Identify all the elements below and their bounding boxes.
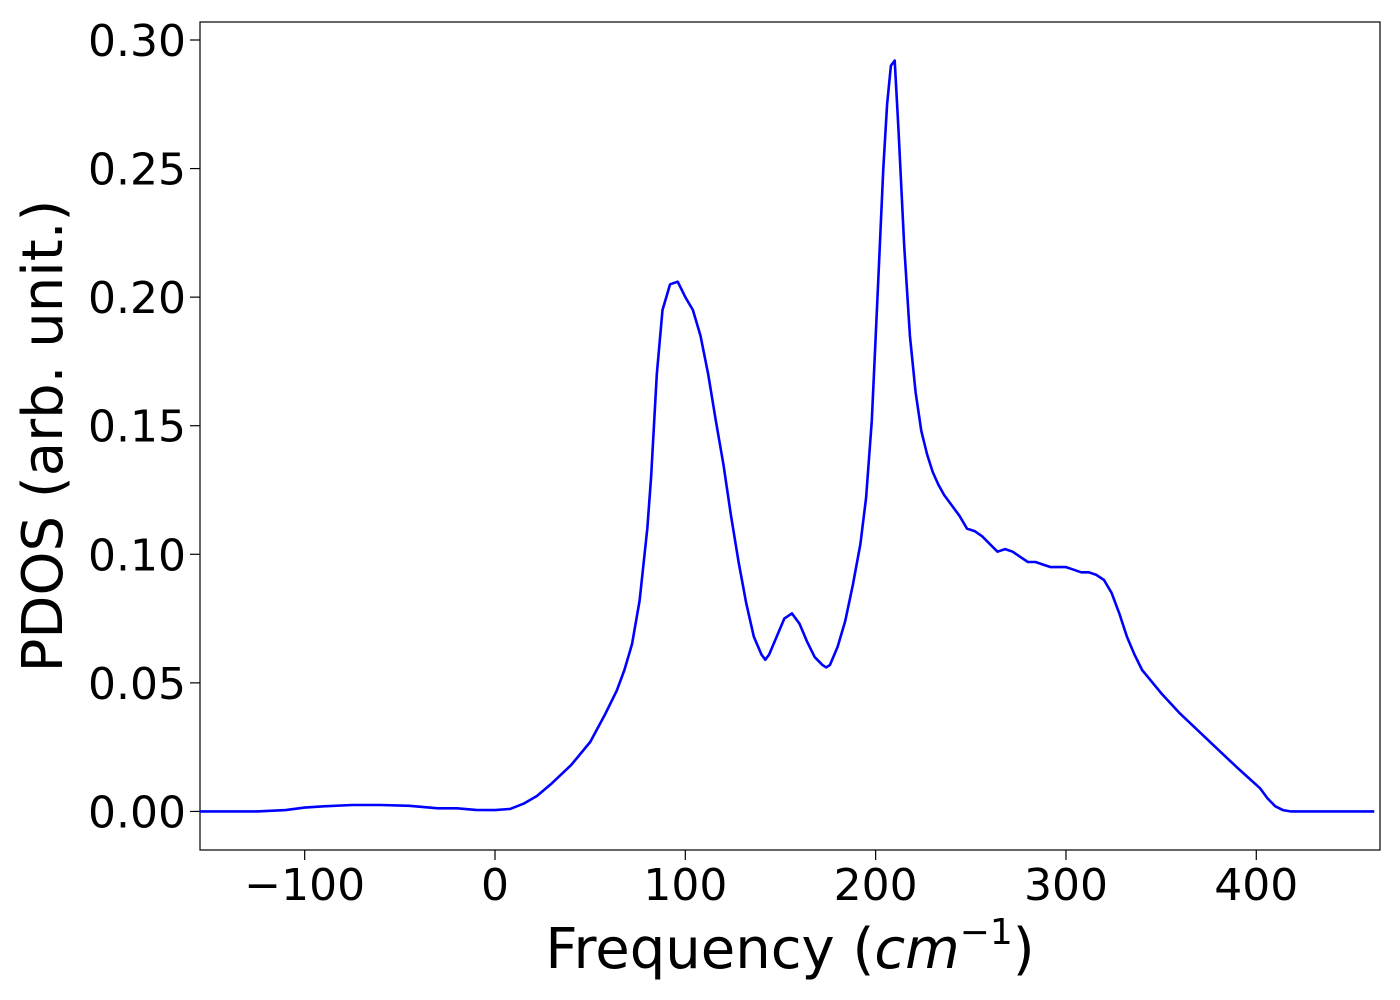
x-tick-label: 400: [1214, 860, 1298, 911]
y-tick-label: 0.10: [88, 530, 186, 581]
y-tick-label: 0.30: [88, 16, 186, 67]
plot-area: [199, 21, 1381, 851]
x-tick-label: 100: [643, 860, 727, 911]
y-tick-label: 0.20: [88, 273, 186, 324]
y-tick-label: 0.00: [88, 787, 186, 838]
y-tick-label: 0.15: [88, 402, 186, 453]
y-axis-ticks: 0.00 0.05 0.10 0.15 0.20 0.25 0.30: [88, 16, 200, 838]
y-axis-label: PDOS (arb. unit.): [11, 200, 76, 673]
pdos-line: [200, 59, 1375, 813]
x-axis-ticks: −100 0 100 200 300 400: [244, 850, 1298, 911]
x-tick-label: 0: [481, 860, 509, 911]
y-tick-label: 0.05: [88, 659, 186, 710]
x-axis-label: Frequency (cm−1): [545, 912, 1034, 982]
x-tick-label: 300: [1024, 860, 1108, 911]
y-tick-label: 0.25: [88, 145, 186, 196]
x-tick-label: 200: [834, 860, 918, 911]
x-tick-label: −100: [244, 860, 365, 911]
